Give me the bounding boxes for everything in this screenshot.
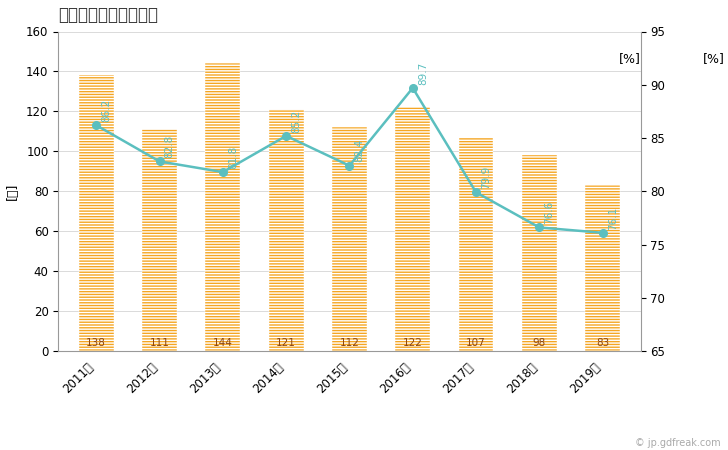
Text: 79.9: 79.9 <box>481 166 491 189</box>
Text: 89.7: 89.7 <box>418 62 428 85</box>
Bar <box>205 63 240 351</box>
Y-axis label: [棟]: [棟] <box>7 183 19 200</box>
Text: 112: 112 <box>339 338 360 348</box>
Text: 住宅用建築物数の推移: 住宅用建築物数の推移 <box>58 6 158 24</box>
Text: 81.8: 81.8 <box>228 146 238 169</box>
Text: 83: 83 <box>596 338 609 348</box>
Text: 86.2: 86.2 <box>101 99 111 122</box>
Text: [%]: [%] <box>703 52 724 65</box>
Text: 82.8: 82.8 <box>165 135 175 158</box>
Text: 107: 107 <box>466 338 486 348</box>
Text: 122: 122 <box>403 338 423 348</box>
Bar <box>269 109 304 351</box>
Text: [%]: [%] <box>619 52 641 65</box>
Bar <box>332 127 367 351</box>
Text: © jp.gdfreak.com: © jp.gdfreak.com <box>635 438 721 448</box>
Text: 82.4: 82.4 <box>355 139 365 162</box>
Text: 76.1: 76.1 <box>608 207 618 230</box>
Bar <box>395 108 430 351</box>
Text: 144: 144 <box>213 338 233 348</box>
Text: 111: 111 <box>149 338 170 348</box>
Text: 121: 121 <box>276 338 296 348</box>
Bar <box>79 76 114 351</box>
Bar <box>585 185 620 351</box>
Bar <box>459 137 494 351</box>
Text: 85.2: 85.2 <box>291 109 301 133</box>
Bar <box>142 129 177 351</box>
Bar <box>522 155 557 351</box>
Text: 98: 98 <box>533 338 546 348</box>
Text: 138: 138 <box>87 338 106 348</box>
Text: 76.6: 76.6 <box>545 201 555 224</box>
